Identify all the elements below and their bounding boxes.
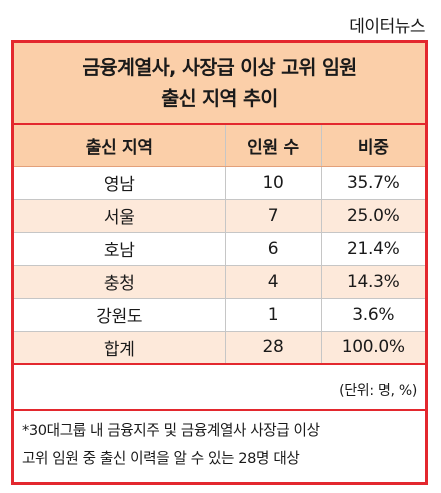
total-row: 합계 28 100.0% bbox=[14, 331, 425, 365]
table-row: 강원도 1 3.6% bbox=[14, 298, 425, 332]
cell-region: 서울 bbox=[14, 199, 226, 233]
data-table: 출신 지역 인원 수 비중 영남 10 35.7% 서울 7 25.0% 호남 … bbox=[14, 125, 425, 365]
footnote-line-2: 고위 임원 중 출신 이력을 알 수 있는 28명 대상 bbox=[22, 450, 300, 467]
table-frame: 금융계열사, 사장급 이상 고위 임원 출신 지역 추이 출신 지역 인원 수 … bbox=[11, 40, 428, 485]
cell-share: 25.0% bbox=[321, 199, 425, 233]
cell-region: 영남 bbox=[14, 166, 226, 200]
cell-count: 10 bbox=[225, 166, 322, 200]
cell-share: 35.7% bbox=[321, 166, 425, 200]
table-row: 충청 4 14.3% bbox=[14, 265, 425, 299]
table-row: 호남 6 21.4% bbox=[14, 232, 425, 266]
title-line-1: 금융계열사, 사장급 이상 고위 임원 bbox=[82, 56, 357, 79]
cell-region: 합계 bbox=[14, 331, 226, 365]
note-divider bbox=[14, 409, 425, 411]
footnote: *30대그룹 내 금융지주 및 금융계열사 사장급 이상 고위 임원 중 출신 … bbox=[22, 417, 422, 473]
table-title: 금융계열사, 사장급 이상 고위 임원 출신 지역 추이 bbox=[14, 43, 425, 125]
table-row: 영남 10 35.7% bbox=[14, 166, 425, 200]
cell-count: 1 bbox=[225, 298, 322, 332]
cell-share: 14.3% bbox=[321, 265, 425, 299]
unit-label: (단위: 명, %) bbox=[339, 383, 417, 399]
header-region: 출신 지역 bbox=[14, 125, 226, 167]
header-share: 비중 bbox=[321, 125, 425, 167]
title-line-2: 출신 지역 추이 bbox=[161, 87, 278, 110]
cell-count: 4 bbox=[225, 265, 322, 299]
cell-share: 100.0% bbox=[321, 331, 425, 365]
cell-region: 강원도 bbox=[14, 298, 226, 332]
cell-count: 28 bbox=[225, 331, 322, 365]
cell-share: 3.6% bbox=[321, 298, 425, 332]
header-row: 출신 지역 인원 수 비중 bbox=[14, 125, 425, 167]
cell-region: 호남 bbox=[14, 232, 226, 266]
source-label: 데이터뉴스 bbox=[349, 17, 425, 37]
cell-region: 충청 bbox=[14, 265, 226, 299]
header-count: 인원 수 bbox=[225, 125, 322, 167]
cell-count: 7 bbox=[225, 199, 322, 233]
footnote-line-1: *30대그룹 내 금융지주 및 금융계열사 사장급 이상 bbox=[22, 422, 320, 439]
cell-share: 21.4% bbox=[321, 232, 425, 266]
cell-count: 6 bbox=[225, 232, 322, 266]
table-row: 서울 7 25.0% bbox=[14, 199, 425, 233]
